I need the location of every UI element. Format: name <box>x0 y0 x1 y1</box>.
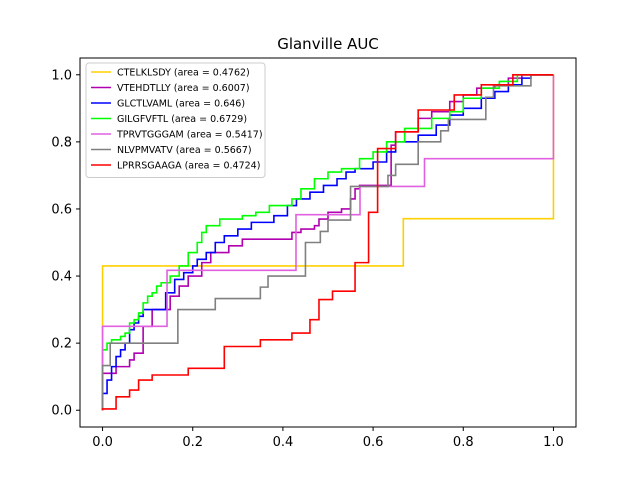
x-tick-label: 0.8 <box>453 435 474 450</box>
series-line-0 <box>101 74 555 411</box>
x-tick-label: 0.0 <box>92 435 113 450</box>
x-tick-label: 0.6 <box>363 435 384 450</box>
y-tick-label: 0.2 <box>51 337 72 352</box>
legend-label-5: NLVPMVATV (area = 0.5667) <box>117 145 252 156</box>
y-tick-label: 1.0 <box>51 68 72 83</box>
plot-frame <box>79 57 577 428</box>
legend-label-4: TPRVTGGGAM (area = 0.5417) <box>116 130 263 141</box>
legend-label-0: CTELKLSDY (area = 0.4762) <box>117 68 250 79</box>
plot-area <box>101 73 555 411</box>
x-tick-label: 0.4 <box>273 435 294 450</box>
series-line-6 <box>101 73 554 411</box>
series-line-3 <box>101 73 554 411</box>
legend-label-1: VTEHDTLLY (area = 0.6007) <box>117 83 250 94</box>
x-tick-label: 0.2 <box>182 435 203 450</box>
y-tick-label: 0.6 <box>51 202 72 217</box>
y-tick-label: 0.4 <box>51 270 72 285</box>
legend-box <box>85 62 266 178</box>
x-tick-label: 1.0 <box>543 435 564 450</box>
chart-title: Glanville AUC <box>277 35 379 53</box>
series-line-4 <box>101 74 555 411</box>
legend-label-2: GLCTLVAML (area = 0.646) <box>117 99 245 110</box>
series-line-5 <box>101 73 554 411</box>
legend-label-3: GILGFVFTL (area = 0.6729) <box>117 114 247 125</box>
y-tick-label: 0.0 <box>51 404 72 419</box>
y-tick-label: 0.8 <box>51 135 72 150</box>
legend-label-6: LPRRSGAAGA (area = 0.4724) <box>117 161 260 172</box>
axes: 0.0 0.2 0.4 0.6 0.8 1.0 0.0 0.2 0.4 0.6 0.8 1.0 <box>51 57 577 450</box>
legend: CTELKLSDY (area = 0.4762) VTEHDTLLY (area… <box>85 62 266 178</box>
